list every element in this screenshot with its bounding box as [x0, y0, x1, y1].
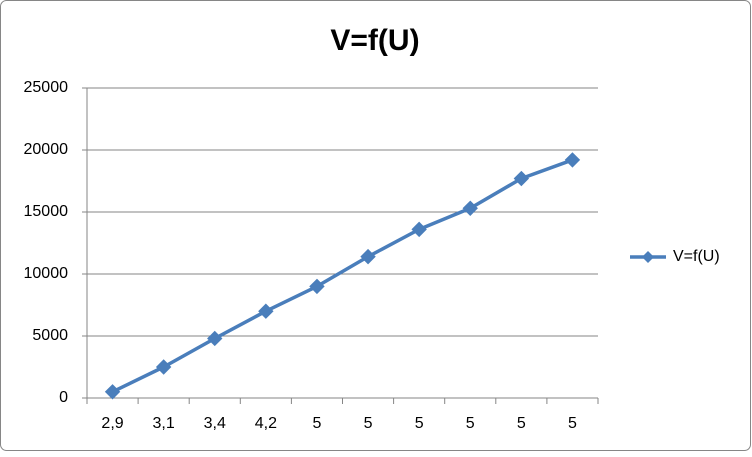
y-tick-label: 15000 — [24, 203, 69, 220]
point-marker — [309, 278, 325, 295]
y-tick-label: 0 — [59, 389, 68, 406]
x-tick-label: 5 — [415, 415, 424, 432]
point-marker — [207, 330, 223, 347]
x-tick-label: 5 — [364, 415, 373, 432]
y-tick-label: 25000 — [24, 79, 69, 96]
legend-label: V=f(U) — [673, 248, 720, 265]
y-tick-label: 20000 — [24, 141, 69, 158]
point-marker — [258, 303, 274, 319]
chart-title: V=f(U) — [330, 24, 419, 57]
y-tick-label: 5000 — [32, 327, 68, 344]
point-marker — [360, 248, 376, 265]
point-marker — [155, 359, 172, 375]
x-tick-label: 5 — [517, 415, 526, 432]
x-tick-label: 3,4 — [204, 415, 226, 432]
series-line — [111, 158, 574, 394]
point-marker — [104, 384, 121, 400]
y-tick-label: 10000 — [24, 265, 69, 282]
point-marker — [513, 170, 530, 187]
point-marker — [564, 152, 581, 168]
legend-marker — [642, 251, 654, 263]
point-marker — [462, 200, 478, 216]
x-tick-label: 5 — [568, 415, 577, 432]
x-tick-label: 5 — [466, 415, 475, 432]
x-tick-label: 2,9 — [101, 415, 123, 432]
x-tick-label: 3,1 — [153, 415, 175, 432]
x-tick-label: 5 — [312, 415, 321, 432]
point-marker — [411, 221, 427, 238]
x-tick-label: 4,2 — [255, 415, 277, 432]
